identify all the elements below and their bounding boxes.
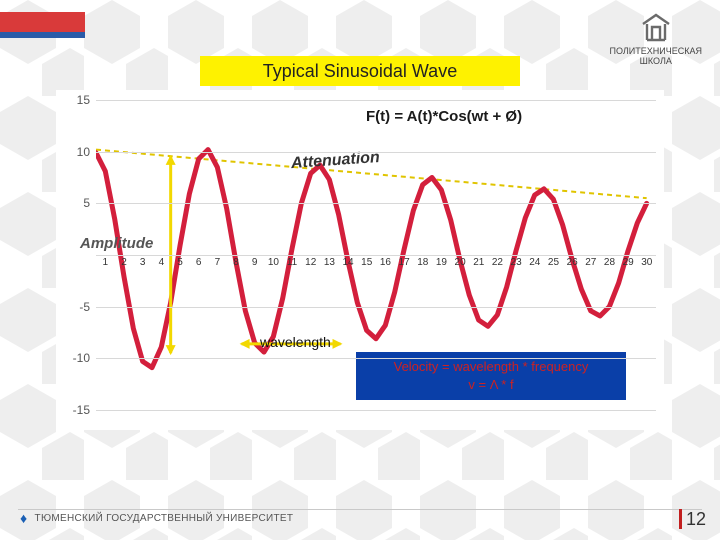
page-number: 12 xyxy=(672,509,706,530)
org-line2: ШКОЛА xyxy=(610,56,702,66)
velocity-line2: v = Λ * f xyxy=(366,376,616,394)
org-logo-icon xyxy=(639,10,673,44)
amplitude-label: Amplitude xyxy=(80,235,153,252)
velocity-line1: Velocity = wavelength * frequency xyxy=(366,358,616,376)
footer-uni-text: ТЮМЕНСКИЙ ГОСУДАРСТВЕННЫЙ УНИВЕРСИТЕТ xyxy=(35,513,294,524)
formula-label: F(t) = A(t)*Cos(wt + Ø) xyxy=(366,108,522,125)
wavelength-label: wavelength xyxy=(260,334,331,350)
chart-area: F(t) = A(t)*Cos(wt + Ø) Attenuation Ampl… xyxy=(56,90,664,430)
header-org: ПОЛИТЕХНИЧЕСКАЯ ШКОЛА xyxy=(610,10,702,66)
plot-region: F(t) = A(t)*Cos(wt + Ø) Attenuation Ampl… xyxy=(96,100,656,410)
flame-icon: ♦ xyxy=(20,510,27,526)
corner-accent-red xyxy=(0,12,85,32)
chart-title: Typical Sinusoidal Wave xyxy=(200,56,520,86)
footer-university: ♦ ТЮМЕНСКИЙ ГОСУДАРСТВЕННЫЙ УНИВЕРСИТЕТ xyxy=(20,510,293,526)
org-line1: ПОЛИТЕХНИЧЕСКАЯ xyxy=(610,46,702,56)
